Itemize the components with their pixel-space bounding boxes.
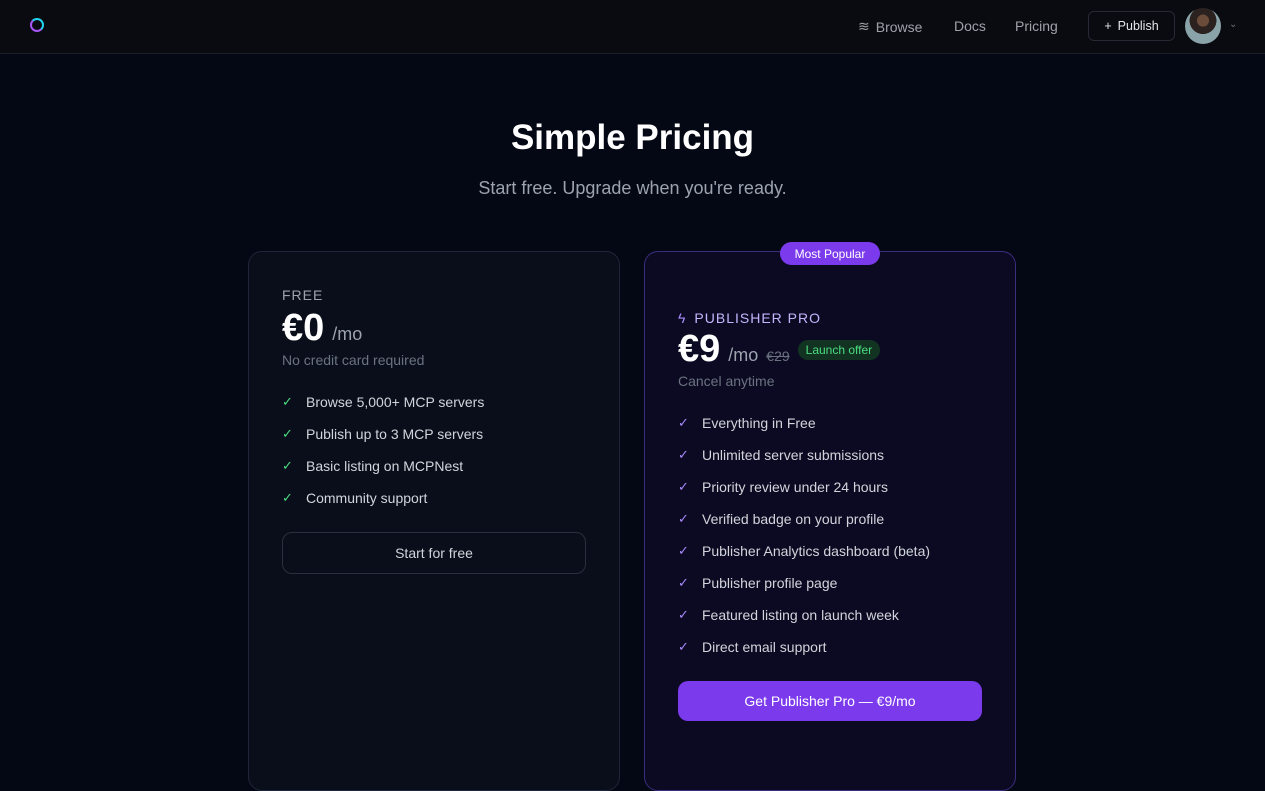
check-icon: ✓ xyxy=(678,511,689,526)
publish-button[interactable]: + Publish xyxy=(1088,11,1175,41)
lightning-icon: ϟ xyxy=(678,310,687,326)
feature-item: ✓ Direct email support xyxy=(678,631,982,663)
feature-item: ✓ Featured listing on launch week xyxy=(678,599,982,631)
check-icon: ✓ xyxy=(282,426,293,441)
plan-tier: FREE xyxy=(282,287,324,303)
check-icon: ✓ xyxy=(678,447,689,462)
price-note: Cancel anytime xyxy=(678,373,775,389)
feature-item: ✓ Basic listing on MCPNest xyxy=(282,450,586,482)
layers-icon: ≋ xyxy=(858,18,870,34)
logo-icon[interactable] xyxy=(30,18,44,32)
feature-item: ✓ Browse 5,000+ MCP servers xyxy=(282,386,586,418)
feature-item: ✓ Unlimited server submissions xyxy=(678,439,982,471)
price-note: No credit card required xyxy=(282,352,425,368)
start-free-button[interactable]: Start for free xyxy=(282,532,586,574)
plan-tier-label: PUBLISHER PRO xyxy=(694,310,822,326)
launch-offer-badge: Launch offer xyxy=(797,339,881,360)
feature-text: Basic listing on MCPNest xyxy=(306,458,464,474)
price-period: /mo xyxy=(332,324,363,344)
feature-text: Direct email support xyxy=(702,639,827,655)
pro-plan-card: ϟ PUBLISHER PRO €9 /mo €29 Launch offer C… xyxy=(644,251,1016,791)
check-icon: ✓ xyxy=(678,639,689,654)
most-popular-badge: Most Popular xyxy=(780,242,880,265)
page-title: Simple Pricing xyxy=(510,118,755,157)
feature-item: ✓ Community support xyxy=(282,482,586,514)
feature-text: Priority review under 24 hours xyxy=(702,479,888,495)
feature-text: Everything in Free xyxy=(702,415,816,431)
nav-pricing[interactable]: Pricing xyxy=(1015,18,1058,34)
feature-text: Community support xyxy=(306,490,428,506)
feature-text: Publisher profile page xyxy=(702,575,838,591)
nav-docs[interactable]: Docs xyxy=(954,18,986,34)
price-amount: €9 xyxy=(678,328,721,370)
price-period: /mo xyxy=(728,345,759,365)
feature-item: ✓ Priority review under 24 hours xyxy=(678,471,982,503)
feature-item: ✓ Verified badge on your profile xyxy=(678,503,982,535)
feature-text: Publish up to 3 MCP servers xyxy=(306,426,484,442)
check-icon: ✓ xyxy=(678,543,689,558)
check-icon: ✓ xyxy=(678,575,689,590)
feature-text: Browse 5,000+ MCP servers xyxy=(306,394,485,410)
plan-tier: ϟ PUBLISHER PRO xyxy=(678,310,982,326)
feature-item: ✓ Everything in Free xyxy=(678,407,982,439)
avatar[interactable] xyxy=(1185,8,1221,44)
feature-item: ✓ Publisher Analytics dashboard (beta) xyxy=(678,535,982,567)
check-icon: ✓ xyxy=(282,394,293,409)
feature-item: ✓ Publish up to 3 MCP servers xyxy=(282,418,586,450)
check-icon: ✓ xyxy=(678,415,689,430)
price-amount: €0 xyxy=(282,307,325,349)
nav-browse-label: Browse xyxy=(875,18,923,35)
page-subtitle: Start free. Upgrade when you're ready. xyxy=(478,178,787,198)
feature-text: Featured listing on launch week xyxy=(702,607,899,623)
check-icon: ✓ xyxy=(282,458,293,473)
get-pro-button[interactable]: Get Publisher Pro — €9/mo xyxy=(678,681,982,721)
publish-label: Publish xyxy=(1117,19,1159,33)
old-price: €29 xyxy=(766,348,790,364)
plus-icon: + xyxy=(1104,19,1112,33)
nav-browse[interactable]: ≋ Browse xyxy=(858,18,922,35)
price: €9 /mo €29 Launch offer xyxy=(678,328,982,371)
check-icon: ✓ xyxy=(678,479,689,494)
check-icon: ✓ xyxy=(678,607,689,622)
free-plan-card: FREE €0 /mo No credit card required ✓ Bro… xyxy=(248,251,620,791)
price: €0 /mo xyxy=(282,307,586,350)
chevron-down-icon[interactable]: ⌄ xyxy=(1229,19,1238,30)
feature-item: ✓ Publisher profile page xyxy=(678,567,982,599)
feature-list: ✓ Browse 5,000+ MCP servers ✓ Publish up t… xyxy=(282,386,586,514)
feature-text: Publisher Analytics dashboard (beta) xyxy=(702,543,931,559)
feature-text: Verified badge on your profile xyxy=(702,511,885,527)
feature-list: ✓ Everything in Free ✓ Unlimited server su… xyxy=(678,407,982,663)
feature-text: Unlimited server submissions xyxy=(702,447,885,463)
check-icon: ✓ xyxy=(282,490,293,505)
top-nav: ≋ Browse Docs Pricing + Publish ⌄ xyxy=(0,0,1265,54)
